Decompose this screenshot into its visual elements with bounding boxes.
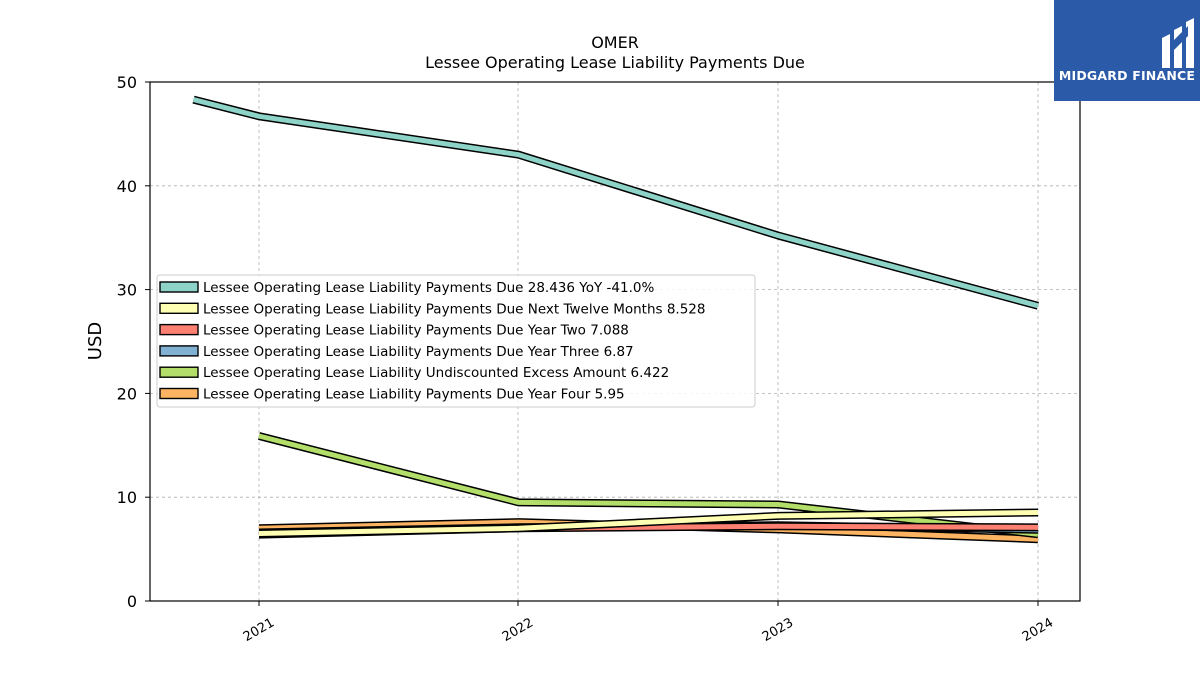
x-tick-label: 2021 [241, 615, 277, 645]
series-line [192, 95, 1040, 310]
legend-box [156, 274, 756, 408]
legend-entry: Lessee Operating Lease Liability Payment… [203, 387, 625, 403]
chart-ticker: OMER [591, 33, 639, 52]
legend-entry: Lessee Operating Lease Liability Undisco… [203, 365, 669, 381]
y-tick-label: 0 [127, 592, 137, 611]
series-line-fill [192, 97, 1039, 309]
y-tick-label: 10 [117, 488, 137, 507]
legend-entry: Lessee Operating Lease Liability Payment… [203, 344, 634, 360]
legend-entry: Lessee Operating Lease Liability Payment… [203, 301, 705, 317]
legend-swatch [159, 302, 199, 314]
series-line-fill [258, 433, 1039, 537]
legend: Lessee Operating Lease Liability Payment… [156, 274, 756, 408]
y-tick-label: 50 [117, 73, 137, 92]
x-tick-label: 2024 [1020, 615, 1056, 645]
series-line [258, 508, 1039, 538]
legend-swatch [159, 281, 199, 293]
y-tick-label: 40 [117, 177, 137, 196]
series-line-fill [258, 510, 1039, 536]
series-line [258, 432, 1039, 539]
chart-title: Lessee Operating Lease Liability Payment… [425, 53, 805, 72]
legend-swatch [159, 345, 199, 357]
brand-logo: MIDGARD FINANCE [1054, 0, 1200, 101]
x-tick-label: 2023 [760, 615, 796, 645]
plot-frame [149, 81, 1081, 602]
legend-swatch [159, 387, 199, 400]
y-axis: 0 10 20 30 40 50 [117, 73, 150, 611]
y-axis-label: USD [85, 322, 106, 360]
y-tick-label: 20 [117, 384, 137, 403]
brand-name: MIDGARD FINANCE [1058, 68, 1196, 83]
x-tick-label: 2022 [500, 615, 536, 645]
y-tick-label: 30 [117, 281, 137, 300]
legend-entry: Lessee Operating Lease Liability Payment… [203, 323, 629, 339]
series-lines [192, 95, 1040, 544]
legend-entry: Lessee Operating Lease Liability Payment… [203, 280, 654, 296]
stylized-m-logo-icon [1162, 18, 1194, 68]
legend-swatch [159, 323, 199, 336]
legend-swatch [159, 366, 199, 378]
x-axis: 2021 2022 2023 2024 [241, 601, 1056, 645]
